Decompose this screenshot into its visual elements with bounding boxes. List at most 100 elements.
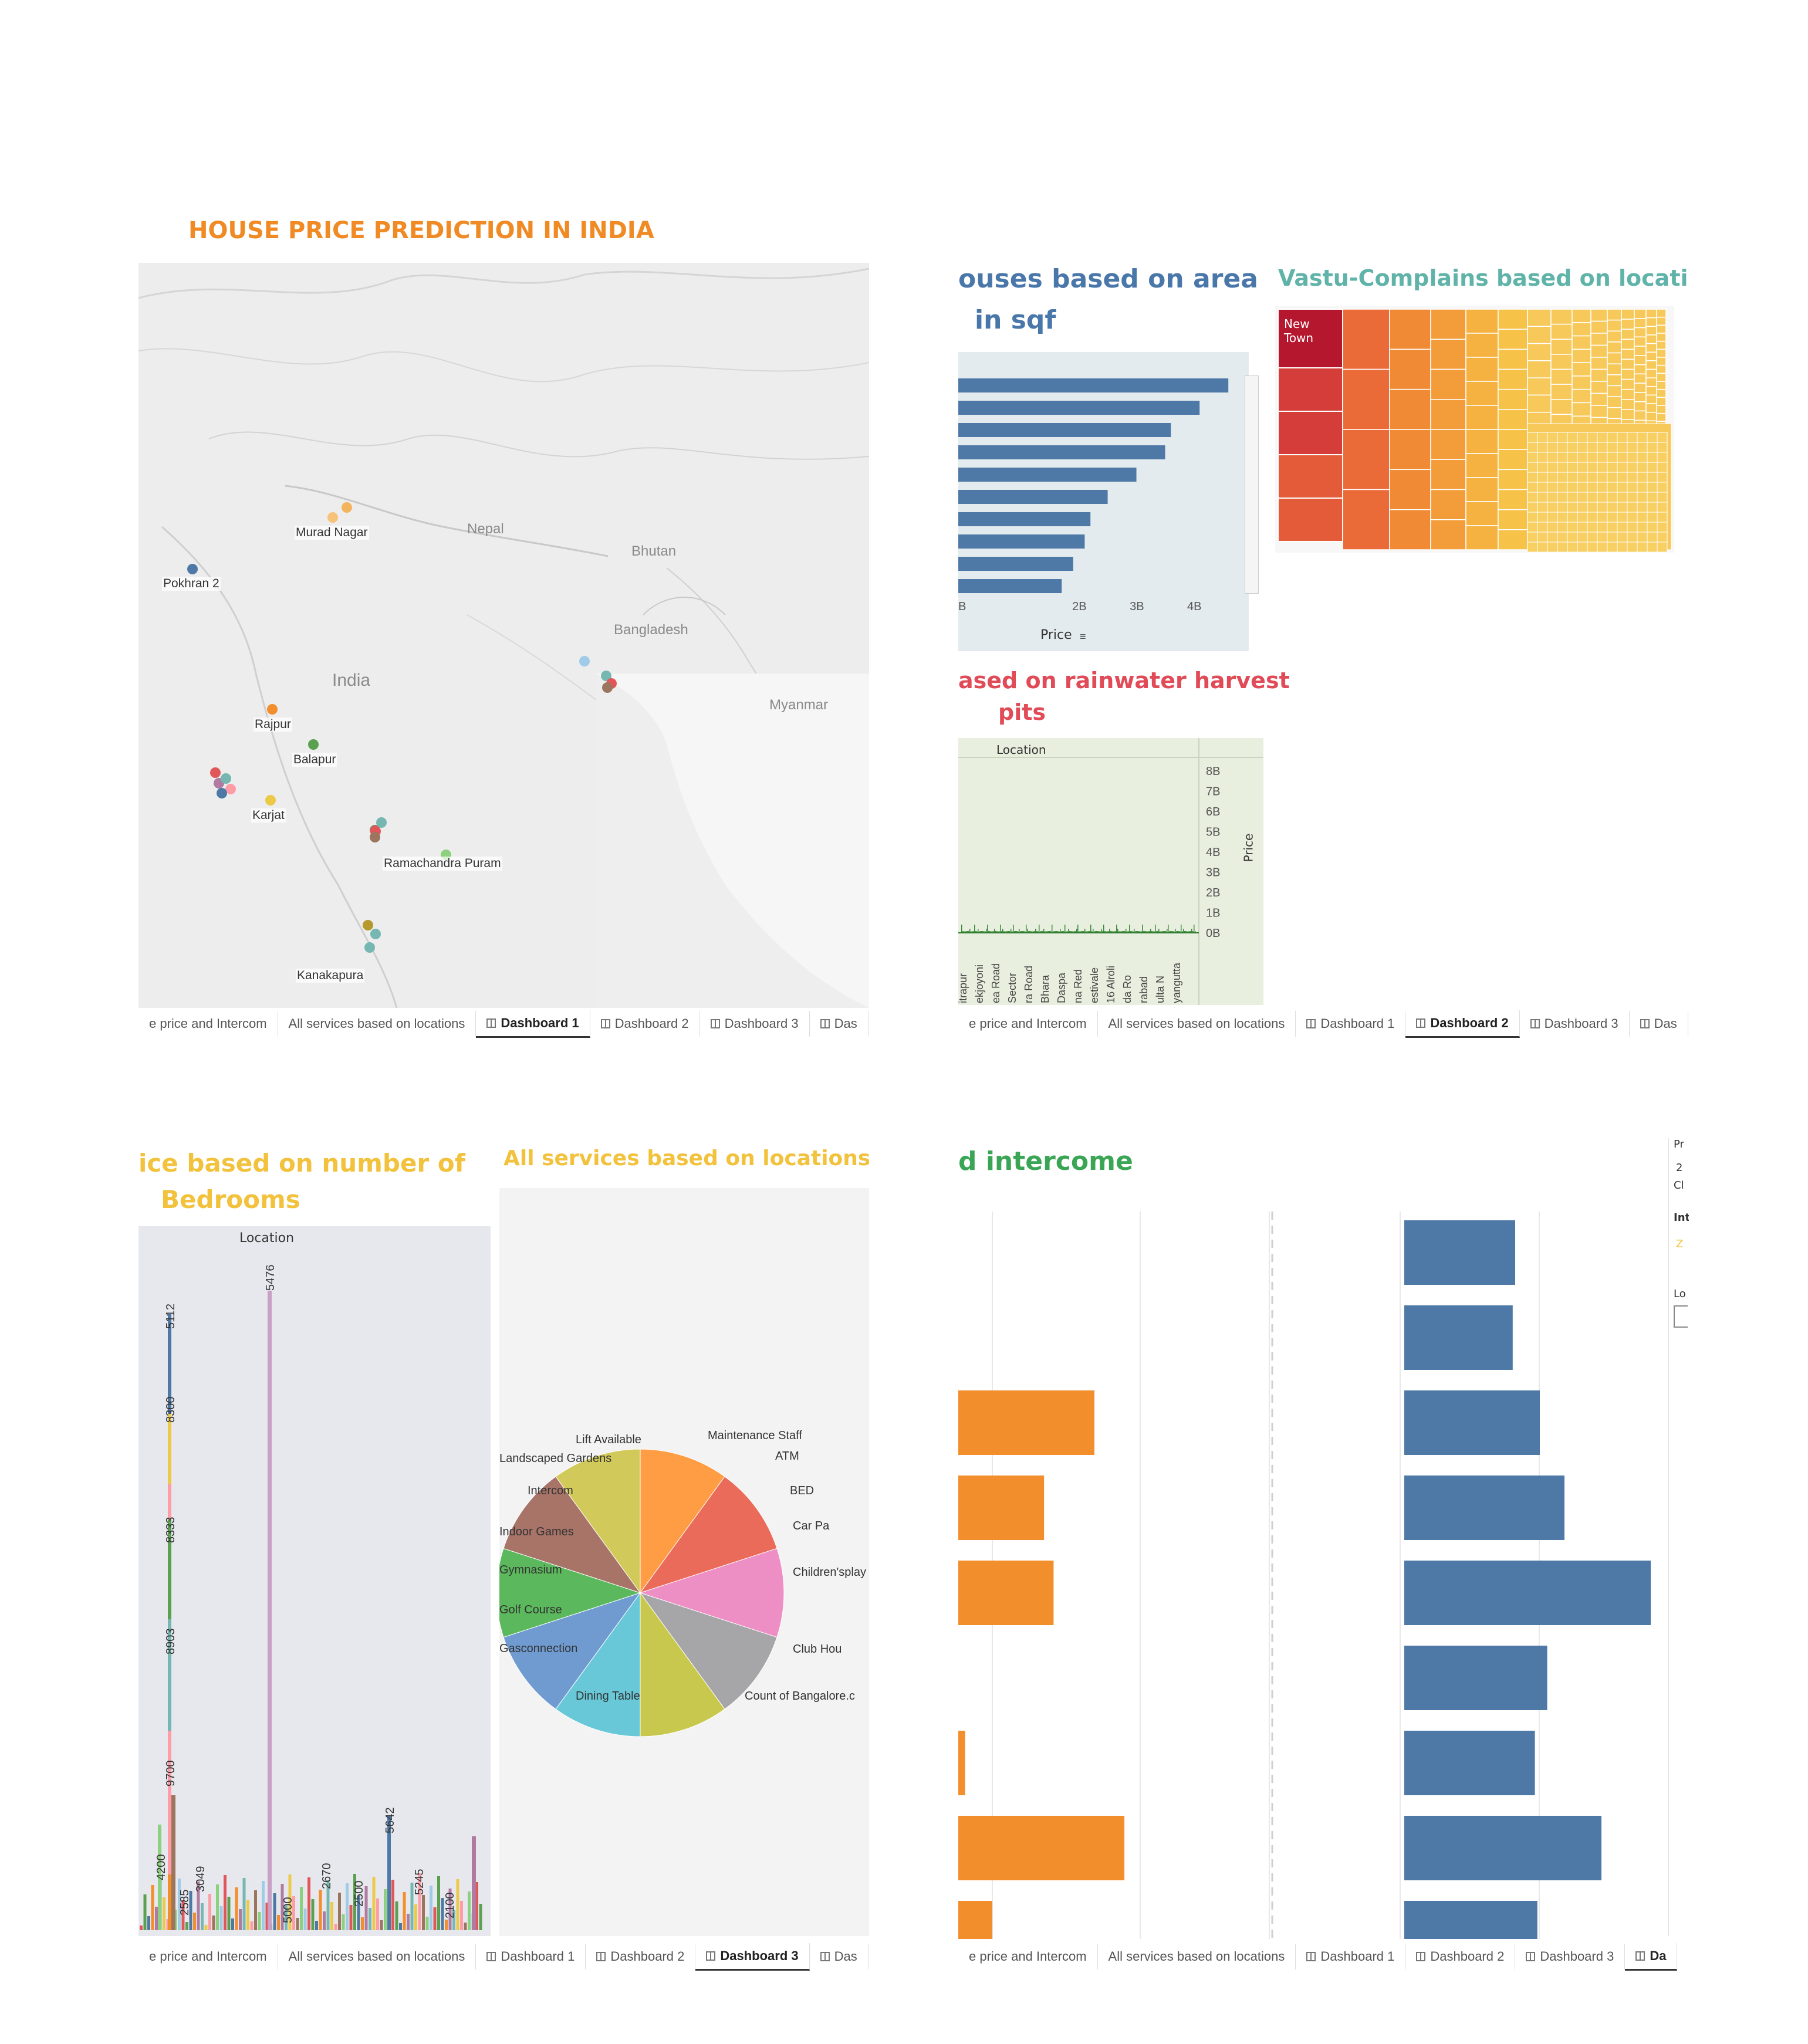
rain-bar bbox=[1163, 931, 1164, 933]
map-point[interactable] bbox=[579, 656, 590, 666]
treemap-cell bbox=[1657, 512, 1668, 523]
rain-bar bbox=[1043, 929, 1045, 933]
tab-dashboard4[interactable]: Das bbox=[810, 1944, 868, 1969]
sort-icon[interactable]: ≡ bbox=[1080, 631, 1086, 642]
map-point[interactable] bbox=[308, 739, 319, 750]
treemap-cell bbox=[1645, 411, 1657, 422]
tab-price-intercom[interactable]: e price and Intercom bbox=[138, 1011, 278, 1037]
map-point[interactable] bbox=[602, 682, 613, 693]
treemap-cell bbox=[1647, 442, 1658, 453]
tab-dashboard1[interactable]: Dashboard 1 bbox=[476, 1010, 590, 1038]
tab-dashboard2[interactable]: Dashboard 2 bbox=[1405, 1944, 1516, 1969]
treemap-cell bbox=[1656, 333, 1667, 342]
tab-price-intercom[interactable]: e price and Intercom bbox=[138, 1944, 278, 1969]
treemap-cell bbox=[1465, 333, 1499, 358]
rain-bar bbox=[1122, 931, 1123, 933]
bed-bar bbox=[204, 1925, 208, 1930]
rain-bar bbox=[1025, 931, 1026, 933]
map-point[interactable] bbox=[376, 817, 387, 828]
map-point[interactable] bbox=[364, 942, 375, 953]
map-point[interactable] bbox=[370, 832, 380, 842]
vastu-treemap[interactable] bbox=[1275, 306, 1674, 553]
map-point[interactable] bbox=[217, 788, 227, 798]
treemap-cell bbox=[1645, 317, 1657, 327]
map-point[interactable] bbox=[363, 920, 373, 930]
tab-dashboard1[interactable]: Dashboard 1 bbox=[476, 1944, 586, 1969]
tab-dashboard3[interactable]: Dashboard 3 bbox=[700, 1011, 810, 1037]
services-pie-chart[interactable]: Maintenance Staff ATM BED Car Pa Children'sp… bbox=[499, 1188, 869, 1936]
tab-label: Das bbox=[834, 1016, 857, 1031]
treemap-cell bbox=[1567, 542, 1578, 553]
treemap-cell bbox=[1547, 482, 1558, 493]
filter-checkbox[interactable] bbox=[1674, 1305, 1688, 1328]
bed-chart: Location 5476 5112 8300 8333 8903 9700 4200 304… bbox=[138, 1226, 491, 1936]
map-point[interactable] bbox=[370, 929, 381, 939]
map-point[interactable] bbox=[267, 704, 278, 715]
tab-dashboard2[interactable]: Dashboard 2 bbox=[590, 1011, 700, 1037]
map-point[interactable] bbox=[327, 512, 338, 523]
tab-dashboard1[interactable]: Dashboard 1 bbox=[1296, 1944, 1406, 1969]
rain-bar bbox=[1133, 931, 1134, 933]
treemap-cell bbox=[1627, 482, 1638, 493]
treemap-cell bbox=[1656, 364, 1667, 374]
treemap-cell bbox=[1550, 323, 1573, 340]
treemap-cell bbox=[1567, 462, 1578, 473]
tab-dashboard4[interactable]: Das bbox=[1630, 1011, 1688, 1037]
rain-bar bbox=[1136, 931, 1137, 933]
treemap-cell bbox=[1637, 442, 1648, 453]
treemap-cell bbox=[1590, 320, 1608, 334]
bed-bar bbox=[168, 1520, 171, 1619]
treemap-cell bbox=[1621, 339, 1635, 350]
tab-dashboard4[interactable]: Da bbox=[1625, 1943, 1678, 1971]
tab-dashboard3[interactable]: Dashboard 3 bbox=[695, 1943, 810, 1971]
treemap-cell bbox=[1597, 482, 1608, 493]
map-point[interactable] bbox=[187, 564, 198, 574]
map-point[interactable] bbox=[210, 767, 221, 778]
rain-bar bbox=[1172, 931, 1174, 933]
bed-bar bbox=[288, 1874, 292, 1930]
tab-all-services[interactable]: All services based on locations bbox=[1098, 1011, 1296, 1037]
tab-dashboard1[interactable]: Dashboard 1 bbox=[1296, 1011, 1406, 1037]
price-bar bbox=[1404, 1220, 1515, 1285]
rain-tick-label: 7B bbox=[1206, 786, 1220, 798]
bed-bar bbox=[418, 1873, 421, 1930]
tab-dashboard2[interactable]: Dashboard 2 bbox=[1405, 1010, 1520, 1038]
map-point[interactable] bbox=[342, 502, 352, 513]
side-label: Cl bbox=[1674, 1179, 1684, 1192]
rain-bar bbox=[1140, 931, 1141, 933]
bed-bar bbox=[445, 1920, 448, 1930]
pie-label: Car Pa bbox=[793, 1520, 830, 1532]
rain-bar bbox=[1008, 931, 1009, 933]
tab-price-intercom[interactable]: e price and Intercom bbox=[958, 1011, 1098, 1037]
map-point[interactable] bbox=[221, 773, 231, 784]
map-point[interactable] bbox=[265, 795, 276, 806]
treemap-cell bbox=[1645, 368, 1657, 378]
tab-dashboard2[interactable]: Dashboard 2 bbox=[586, 1944, 696, 1969]
map-point[interactable] bbox=[225, 784, 236, 794]
treemap-cell bbox=[1621, 399, 1635, 410]
pie-slice bbox=[639, 1592, 778, 1710]
rain-bar bbox=[1094, 931, 1095, 933]
rain-bar bbox=[1069, 931, 1070, 933]
treemap-cell bbox=[1547, 512, 1558, 523]
area-bar bbox=[958, 557, 1073, 571]
tab-all-services[interactable]: All services based on locations bbox=[1098, 1944, 1296, 1969]
india-map[interactable]: Nepal Bhutan India Bangladesh Myanmar Mu… bbox=[138, 263, 869, 1008]
treemap-cell bbox=[1597, 442, 1608, 453]
treemap-cell bbox=[1430, 399, 1466, 430]
treemap-cell bbox=[1634, 373, 1647, 384]
treemap-cell bbox=[1547, 492, 1558, 503]
tab-price-intercom[interactable]: e price and Intercom bbox=[958, 1944, 1098, 1969]
tab-dashboard4[interactable]: Das bbox=[810, 1011, 868, 1037]
tab-all-services[interactable]: All services based on locations bbox=[278, 1011, 476, 1037]
tab-dashboard3[interactable]: Dashboard 3 bbox=[1520, 1011, 1630, 1037]
treemap-cell bbox=[1587, 452, 1598, 463]
dashboard-icon bbox=[1416, 1952, 1426, 1961]
rain-bar bbox=[1129, 925, 1130, 933]
rain-bar bbox=[1195, 931, 1196, 933]
area-scrollbar[interactable] bbox=[1245, 375, 1259, 594]
price-bar bbox=[1404, 1305, 1513, 1370]
treemap-cell bbox=[1656, 381, 1667, 390]
tab-all-services[interactable]: All services based on locations bbox=[278, 1944, 476, 1969]
tab-dashboard3[interactable]: Dashboard 3 bbox=[1515, 1944, 1625, 1969]
